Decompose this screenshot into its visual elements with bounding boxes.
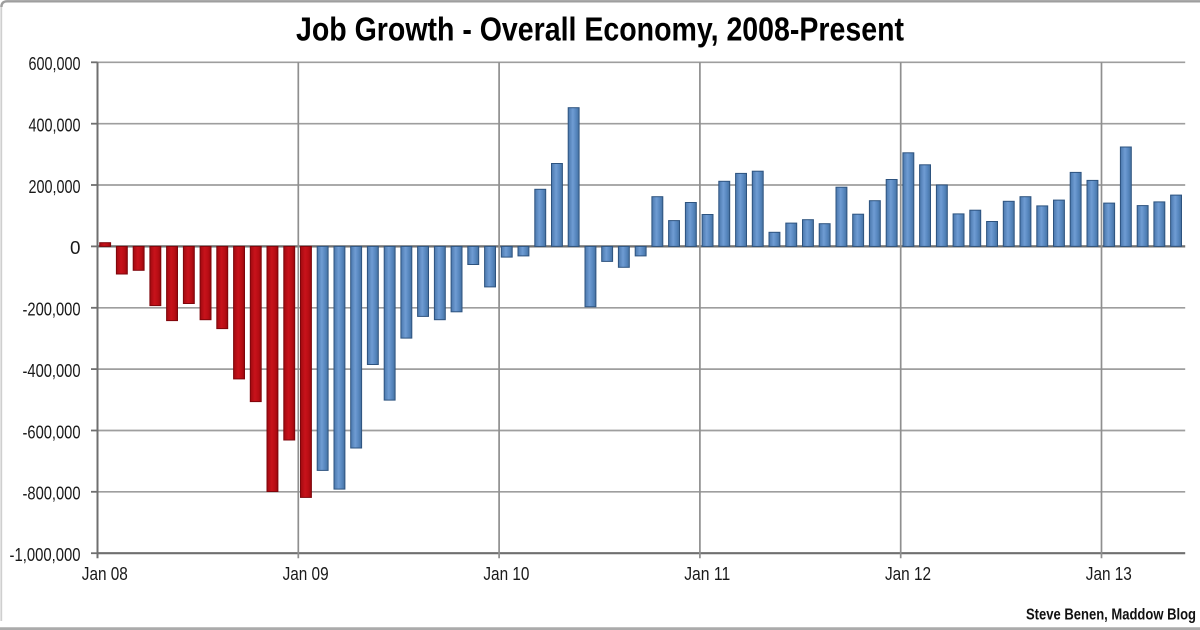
svg-text:Jan 10: Jan 10 xyxy=(483,564,529,584)
svg-text:-600,000: -600,000 xyxy=(23,422,81,442)
svg-text:-200,000: -200,000 xyxy=(23,300,81,320)
svg-text:0: 0 xyxy=(70,238,81,258)
svg-text:Jan 09: Jan 09 xyxy=(283,564,329,584)
svg-text:Jan 08: Jan 08 xyxy=(82,564,128,584)
svg-text:Jan 11: Jan 11 xyxy=(684,564,730,584)
svg-text:-400,000: -400,000 xyxy=(23,361,81,381)
svg-text:-800,000: -800,000 xyxy=(23,484,81,504)
svg-text:Steve Benen, Maddow Blog: Steve Benen, Maddow Blog xyxy=(1026,607,1196,624)
svg-text:400,000: 400,000 xyxy=(29,116,81,136)
svg-text:200,000: 200,000 xyxy=(29,177,81,197)
svg-text:600,000: 600,000 xyxy=(29,54,81,74)
svg-text:-1,000,000: -1,000,000 xyxy=(10,545,81,565)
svg-text:Jan 13: Jan 13 xyxy=(1086,564,1132,584)
svg-text:Job Growth - Overall Economy,: Job Growth - Overall Economy, 2008-Prese… xyxy=(296,11,904,48)
svg-text:Jan 12: Jan 12 xyxy=(885,564,931,584)
